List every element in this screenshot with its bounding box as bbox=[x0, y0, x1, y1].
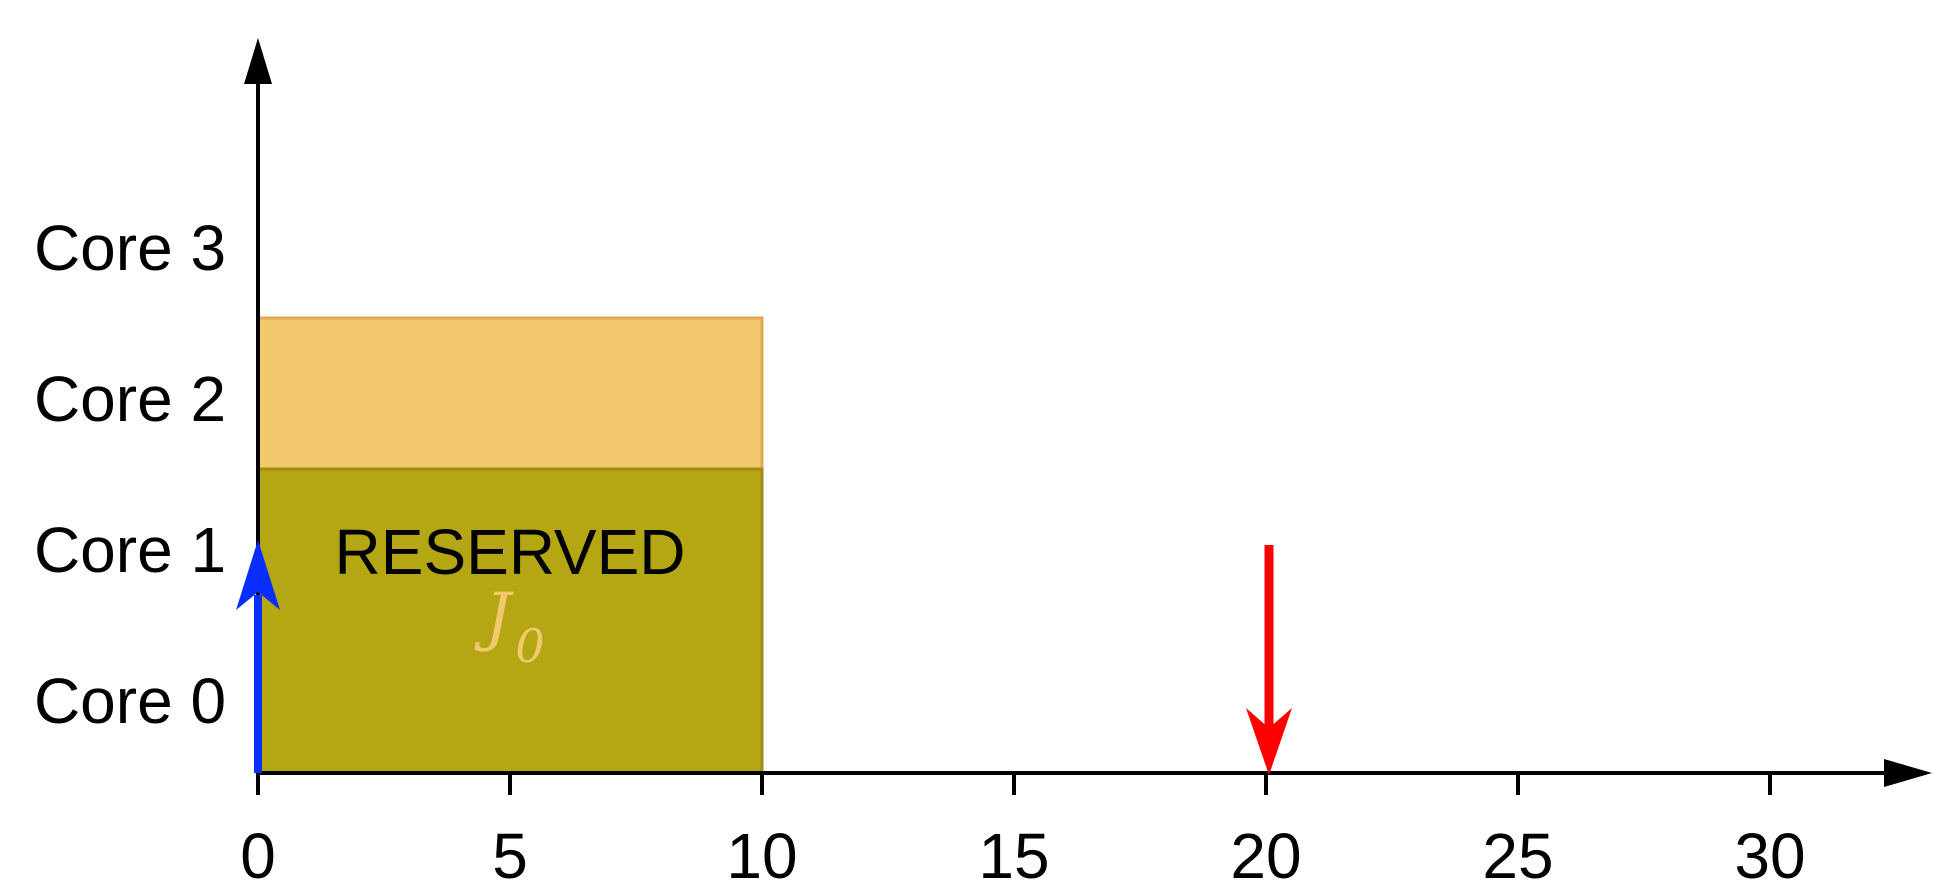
y-label-core-3: Core 3 bbox=[34, 212, 226, 284]
x-tick-label-20: 20 bbox=[1230, 820, 1301, 892]
x-tick-label-10: 10 bbox=[726, 820, 797, 892]
x-tick-label-25: 25 bbox=[1482, 820, 1553, 892]
x-tick-label-0: 0 bbox=[240, 820, 276, 892]
j0-label-subscript: 0 bbox=[515, 619, 544, 673]
x-tick-label-5: 5 bbox=[492, 820, 528, 892]
reserved-label: RESERVED bbox=[335, 516, 686, 588]
y-label-core-2: Core 2 bbox=[34, 363, 226, 435]
y-axis-arrowhead bbox=[244, 38, 272, 84]
x-tick-label-30: 30 bbox=[1734, 820, 1805, 892]
x-ticks: 0 5 10 15 20 25 30 bbox=[240, 773, 1806, 892]
y-label-core-0: Core 0 bbox=[34, 665, 226, 737]
j0-block bbox=[256, 316, 764, 471]
x-axis-arrowhead bbox=[1884, 759, 1932, 787]
x-tick-label-15: 15 bbox=[978, 820, 1049, 892]
deadline-arrow-head bbox=[1246, 708, 1292, 775]
y-label-core-1: Core 1 bbox=[34, 514, 226, 586]
release-arrow-head bbox=[236, 540, 280, 610]
reserved-block bbox=[256, 467, 764, 775]
